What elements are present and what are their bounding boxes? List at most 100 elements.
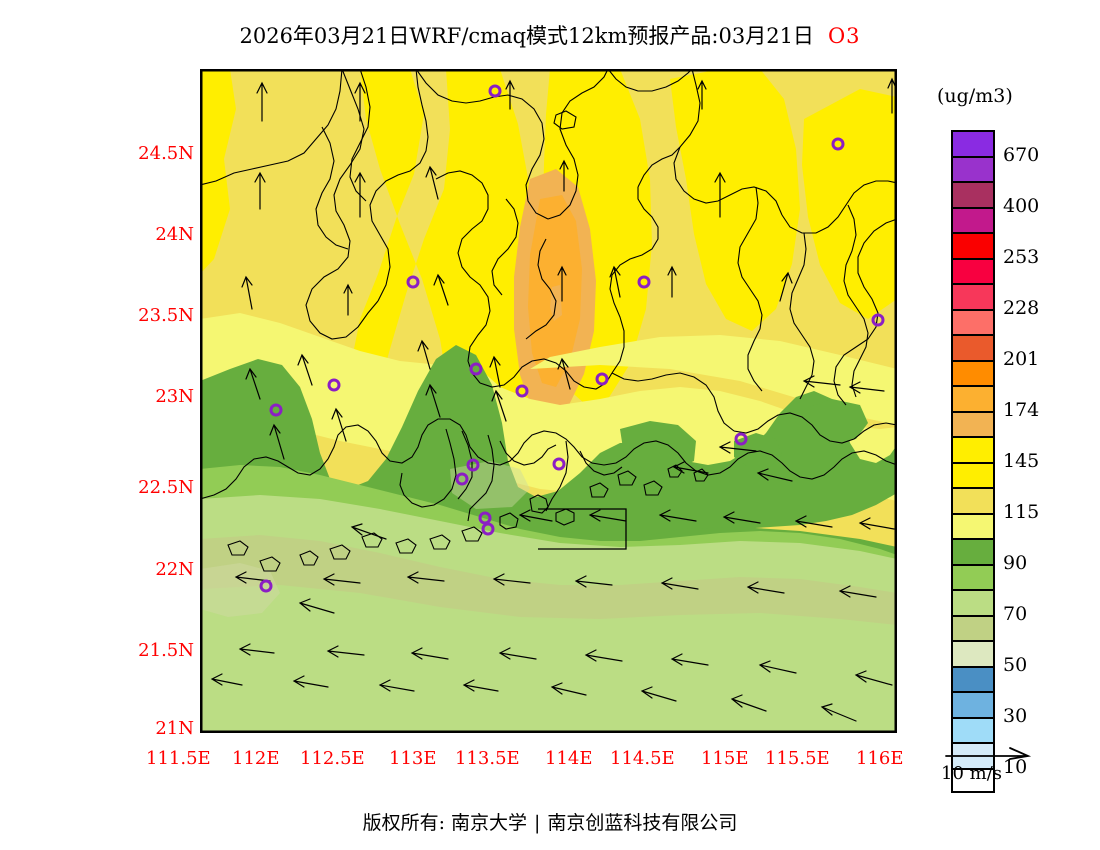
colorbar-cell[interactable] bbox=[951, 487, 995, 513]
y-tick-label: 21N bbox=[155, 718, 194, 739]
contour-band-115 bbox=[530, 335, 897, 425]
contour-band-145 bbox=[200, 69, 236, 274]
colorbar-tick: 174 bbox=[1003, 399, 1040, 421]
x-tick-label: 113.5E bbox=[455, 748, 520, 769]
x-tick-label: 114E bbox=[545, 748, 593, 769]
station-marker[interactable] bbox=[734, 432, 748, 446]
boundary-layer bbox=[200, 69, 897, 572]
title-species: O3 bbox=[827, 24, 861, 48]
colorbar-cell[interactable] bbox=[951, 691, 995, 717]
station-marker[interactable] bbox=[406, 275, 420, 289]
wind-scale-label: 10 m/s bbox=[941, 763, 1002, 784]
footer-separator: | bbox=[534, 812, 541, 834]
colorbar-cell[interactable] bbox=[951, 359, 995, 385]
y-tick-label: 22N bbox=[155, 559, 194, 580]
x-tick-label: 111.5E bbox=[146, 748, 211, 769]
colorbar-cell[interactable] bbox=[951, 257, 995, 283]
colorbar-cell[interactable] bbox=[951, 665, 995, 691]
wind-arrow bbox=[210, 523, 893, 722]
contour-band-90 bbox=[804, 399, 868, 443]
colorbar-cell[interactable] bbox=[951, 181, 995, 207]
footer-company: 南京创蓝科技有限公司 bbox=[547, 812, 738, 834]
y-tick-label: 23.5N bbox=[138, 305, 194, 326]
colorbar-tick: 70 bbox=[1003, 603, 1028, 625]
colorbar-cell[interactable] bbox=[951, 410, 995, 436]
arrow-glyph bbox=[945, 747, 1032, 760]
colorbar-tick: 10 bbox=[1003, 756, 1028, 778]
colorbar-tick: 90 bbox=[1003, 552, 1028, 574]
station-marker[interactable] bbox=[552, 457, 566, 471]
colorbar-cell[interactable] bbox=[951, 614, 995, 640]
contour-band-115 bbox=[200, 313, 897, 501]
colorbar-cell[interactable] bbox=[951, 385, 995, 411]
station-marker[interactable] bbox=[515, 384, 529, 398]
colorbar-cell[interactable] bbox=[951, 283, 995, 309]
contour-band-90 bbox=[620, 421, 696, 471]
station-marker[interactable] bbox=[259, 579, 273, 593]
contour-band-50 bbox=[200, 563, 280, 617]
page-title: 2026年03月21日WRF/cmaq模式12km预报产品:03月21日 O3 bbox=[0, 20, 1100, 50]
station-marker[interactable] bbox=[478, 511, 492, 525]
station-marker-layer[interactable] bbox=[259, 84, 885, 593]
y-tick-label: 23N bbox=[155, 386, 194, 407]
x-tick-label: 113E bbox=[389, 748, 437, 769]
x-tick-label: 114.5E bbox=[610, 748, 675, 769]
station-marker[interactable] bbox=[269, 403, 283, 417]
colorbar-cell[interactable] bbox=[951, 155, 995, 181]
contour-band-90 bbox=[200, 345, 897, 551]
station-marker[interactable] bbox=[595, 372, 609, 386]
colorbar-tick: 30 bbox=[1003, 705, 1028, 727]
y-tick-label: 21.5N bbox=[138, 640, 194, 661]
colorbar-tick-labels: 670 400 253 228 201 174 145 115 90 70 50… bbox=[1003, 130, 1098, 777]
x-tick-label: 115.5E bbox=[765, 748, 830, 769]
colorbar-cell[interactable] bbox=[951, 640, 995, 666]
station-marker[interactable] bbox=[327, 378, 341, 392]
wind-arrow bbox=[518, 375, 895, 530]
colorbar-cell[interactable] bbox=[951, 512, 995, 538]
colorbar-cell[interactable] bbox=[951, 130, 995, 156]
contour-band-145 bbox=[670, 69, 800, 331]
colorbar-cell[interactable] bbox=[951, 716, 995, 742]
station-marker[interactable] bbox=[831, 137, 845, 151]
colorbar-unit-label: (ug/m3) bbox=[937, 85, 1013, 107]
y-tick-label: 22.5N bbox=[138, 477, 194, 498]
colorbar-cell[interactable] bbox=[951, 767, 995, 793]
station-marker[interactable] bbox=[469, 362, 483, 376]
colorbar-tick: 201 bbox=[1003, 348, 1040, 370]
station-marker[interactable] bbox=[455, 472, 469, 486]
colorbar-tick: 670 bbox=[1003, 144, 1040, 166]
station-marker[interactable] bbox=[466, 458, 480, 472]
x-tick-label: 116E bbox=[856, 748, 904, 769]
contour-band-145 bbox=[350, 69, 540, 469]
forecast-map[interactable] bbox=[200, 69, 897, 733]
station-marker[interactable] bbox=[488, 84, 502, 98]
x-tick-label: 112E bbox=[232, 748, 280, 769]
x-tick-label: 112.5E bbox=[300, 748, 365, 769]
colorbar-tick: 253 bbox=[1003, 246, 1040, 268]
colorbar-tick: 115 bbox=[1003, 501, 1040, 523]
colorbar[interactable] bbox=[951, 130, 995, 793]
contour-band-145 bbox=[802, 89, 897, 319]
colorbar-tick: 145 bbox=[1003, 450, 1040, 472]
colorbar-tick: 50 bbox=[1003, 654, 1028, 676]
colorbar-cell[interactable] bbox=[951, 461, 995, 487]
colorbar-cell[interactable] bbox=[951, 589, 995, 615]
contour-band-70 bbox=[200, 585, 897, 733]
map-canvas[interactable] bbox=[200, 69, 897, 733]
colorbar-cell[interactable] bbox=[951, 206, 995, 232]
x-tick-label: 115E bbox=[701, 748, 749, 769]
colorbar-cell[interactable] bbox=[951, 538, 995, 564]
wind-scale-arrow-icon bbox=[945, 747, 1032, 760]
colorbar-cell[interactable] bbox=[951, 308, 995, 334]
colorbar-cell[interactable] bbox=[951, 742, 995, 768]
colorbar-cell[interactable] bbox=[951, 334, 995, 360]
station-marker[interactable] bbox=[481, 522, 495, 536]
title-text: 2026年03月21日WRF/cmaq模式12km预报产品:03月21日 bbox=[239, 24, 814, 48]
colorbar-cell[interactable] bbox=[951, 436, 995, 462]
colorbar-cell[interactable] bbox=[951, 563, 995, 589]
y-tick-label: 24N bbox=[155, 224, 194, 245]
wind-vector-layer bbox=[210, 77, 897, 722]
station-marker[interactable] bbox=[637, 275, 651, 289]
colorbar-cell[interactable] bbox=[951, 232, 995, 258]
station-marker[interactable] bbox=[871, 313, 885, 327]
